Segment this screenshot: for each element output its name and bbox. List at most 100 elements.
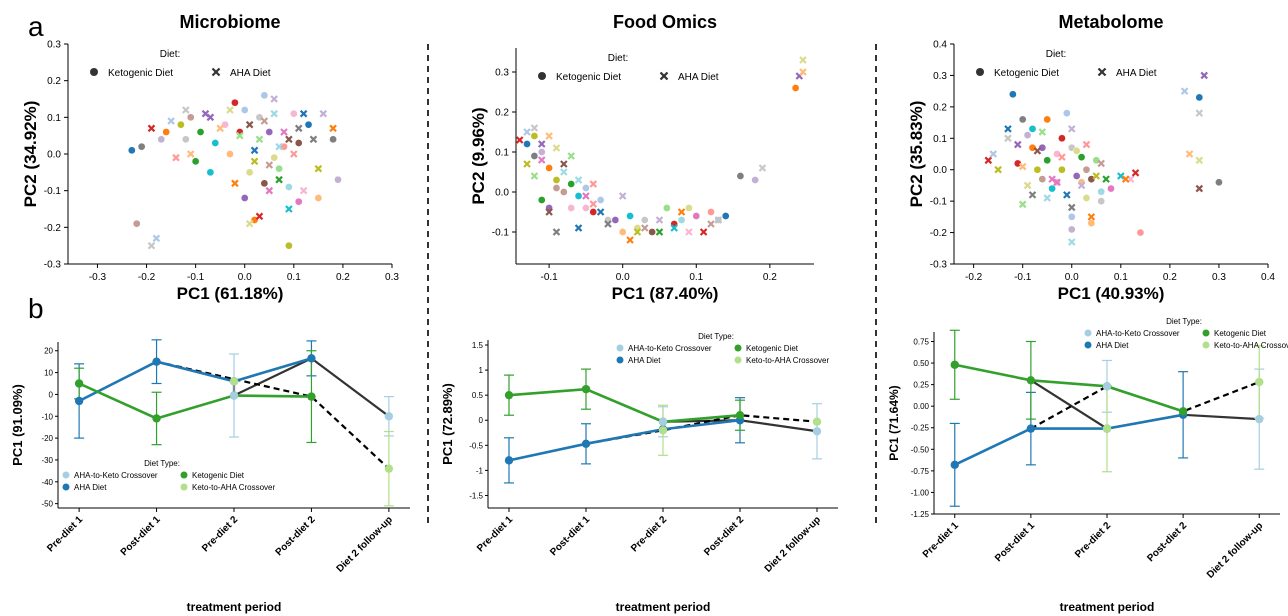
x-stroke xyxy=(1195,156,1204,165)
data-point xyxy=(177,120,185,129)
line-panel-1: 20 10 0 -10 -20 -30 -40 -50 Pre-diet 1 Post-diet … xyxy=(10,339,410,614)
data-point xyxy=(280,128,288,136)
x-stroke xyxy=(567,152,575,160)
data-point xyxy=(255,135,264,144)
data-point xyxy=(721,212,730,220)
legend-marker xyxy=(734,344,742,352)
data-point xyxy=(530,152,539,160)
data-point xyxy=(289,109,298,118)
data-point xyxy=(537,148,546,156)
data-point xyxy=(236,131,244,140)
x-stroke xyxy=(226,106,234,114)
x-stroke xyxy=(270,95,278,103)
legend-label: Ketogenic Diet xyxy=(556,72,621,83)
series-point xyxy=(229,391,239,400)
data-point xyxy=(1063,191,1071,199)
data-point xyxy=(147,124,156,133)
x-axis-label: treatment period xyxy=(1060,600,1155,614)
x-category-label: Diet 2 follow-up xyxy=(763,514,823,574)
data-point xyxy=(127,146,136,155)
series-point xyxy=(1026,424,1036,433)
legend-label: Ketogenic Diet xyxy=(746,344,799,353)
y-tick-label: 0.0 xyxy=(495,188,509,199)
data-point xyxy=(685,204,693,212)
x-stroke xyxy=(633,228,642,236)
y-tick-label: -0.3 xyxy=(44,260,62,271)
data-point xyxy=(707,220,715,228)
data-point xyxy=(1087,175,1096,183)
data-point xyxy=(147,241,156,250)
legend-label: AHA Diet xyxy=(230,68,271,79)
x-stroke xyxy=(1180,87,1189,95)
x-stroke xyxy=(670,224,678,232)
x-tick-label: -0.1 xyxy=(540,272,558,283)
data-point xyxy=(186,113,195,122)
data-point xyxy=(589,208,598,216)
data-point xyxy=(1058,165,1066,174)
data-point xyxy=(626,212,634,220)
legend-label: AHA Diet xyxy=(1116,68,1157,79)
x-stroke xyxy=(1077,181,1086,190)
data-point xyxy=(265,161,274,169)
x-category-label: Post-diet 2 xyxy=(1145,520,1189,564)
data-point xyxy=(1072,147,1081,155)
series-point xyxy=(152,414,161,423)
legend-label: AHA Diet xyxy=(1096,341,1129,350)
x-stroke xyxy=(640,224,649,232)
y-tick-label: -0.3 xyxy=(930,260,948,271)
data-point xyxy=(1009,90,1017,99)
series-line xyxy=(954,413,1184,467)
legend-title: Diet Type: xyxy=(144,459,180,468)
x-stroke xyxy=(294,124,303,133)
data-point xyxy=(275,164,283,173)
series-point xyxy=(950,360,959,369)
data-point xyxy=(1117,172,1125,180)
y-axis-label: PC2 (35.83%) xyxy=(907,101,926,208)
data-point xyxy=(1131,169,1140,177)
x-stroke xyxy=(1102,175,1110,183)
legend-marker-x xyxy=(1097,67,1107,77)
data-point xyxy=(994,165,1002,174)
data-point xyxy=(167,117,175,125)
y-tick-label: 0.3 xyxy=(47,40,61,51)
line-panel-2: 1.5 1 0.5 0 -0.5 -1 -1.5 Pre-diet 1 Post-diet 1 P… xyxy=(440,332,838,614)
x-stroke xyxy=(1067,238,1076,246)
y-tick-label: -40 xyxy=(41,478,53,487)
data-point xyxy=(294,197,303,206)
series-point xyxy=(812,427,822,436)
data-point xyxy=(294,139,303,147)
x-stroke xyxy=(1117,172,1125,180)
x-stroke xyxy=(530,124,539,132)
data-point xyxy=(1077,153,1086,161)
x-stroke xyxy=(537,156,546,164)
x-stroke xyxy=(685,228,693,236)
data-point xyxy=(285,241,293,250)
x-stroke xyxy=(1200,71,1208,80)
x-stroke xyxy=(280,128,288,136)
x-stroke xyxy=(1018,162,1027,171)
data-point xyxy=(255,212,264,221)
x-stroke xyxy=(275,175,283,184)
x-category-label: Pre-diet 2 xyxy=(200,514,240,554)
x-stroke xyxy=(799,56,807,64)
legend-marker-circle xyxy=(90,68,98,76)
x-stroke xyxy=(329,124,337,133)
x-stroke xyxy=(250,146,259,155)
data-point xyxy=(1058,153,1066,161)
data-point xyxy=(582,184,590,192)
x-stroke xyxy=(618,192,627,200)
x-stroke xyxy=(201,109,210,118)
x-category-label: Pre-diet 2 xyxy=(629,514,669,554)
x-stroke xyxy=(1067,203,1076,212)
x-stroke xyxy=(1053,178,1061,187)
series-line xyxy=(508,418,741,462)
data-point xyxy=(1058,134,1066,143)
x-stroke xyxy=(211,67,221,77)
data-point xyxy=(1018,200,1027,209)
data-point xyxy=(1067,225,1076,234)
data-point xyxy=(1107,184,1115,193)
x-stroke xyxy=(677,208,686,216)
data-point xyxy=(530,172,539,180)
data-point xyxy=(137,142,146,151)
